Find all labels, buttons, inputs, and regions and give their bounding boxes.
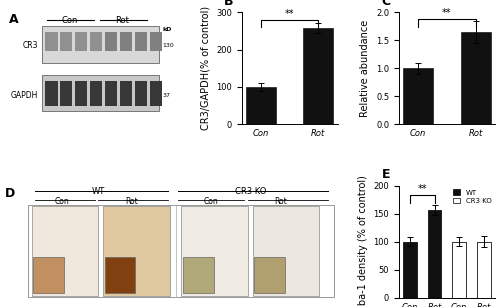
Text: A: A xyxy=(8,14,18,26)
Text: Rot: Rot xyxy=(125,197,138,206)
Bar xyxy=(182,206,248,296)
Bar xyxy=(150,32,162,52)
Bar xyxy=(246,87,276,124)
Text: 37: 37 xyxy=(162,93,170,98)
Bar xyxy=(90,32,102,52)
Y-axis label: CR3/GAPDH(% of control): CR3/GAPDH(% of control) xyxy=(200,6,210,130)
Bar xyxy=(75,32,88,52)
Bar xyxy=(28,205,334,297)
Text: CR3 KO: CR3 KO xyxy=(236,187,267,196)
Bar xyxy=(134,80,147,106)
Bar xyxy=(120,80,132,106)
Bar xyxy=(46,32,58,52)
Bar xyxy=(452,242,466,298)
Bar xyxy=(105,32,117,52)
Bar xyxy=(120,32,132,52)
Legend: WT, CR3 KO: WT, CR3 KO xyxy=(454,189,492,204)
Y-axis label: Iba-1 density (% of control): Iba-1 density (% of control) xyxy=(358,175,368,307)
Text: C: C xyxy=(382,0,390,8)
Bar xyxy=(105,80,117,106)
Bar xyxy=(105,258,136,293)
Bar xyxy=(134,32,147,52)
Bar xyxy=(42,26,159,63)
Bar xyxy=(46,80,58,106)
Bar xyxy=(32,206,98,296)
Text: E: E xyxy=(382,168,390,181)
Text: Rot: Rot xyxy=(116,16,130,25)
Text: Con: Con xyxy=(204,197,218,206)
Text: **: ** xyxy=(442,8,452,18)
Bar xyxy=(42,75,159,111)
Bar xyxy=(150,80,162,106)
Text: Con: Con xyxy=(62,16,78,25)
Text: kD: kD xyxy=(162,27,172,32)
Text: **: ** xyxy=(418,184,427,194)
Y-axis label: Relative abundance: Relative abundance xyxy=(360,20,370,117)
Text: WT: WT xyxy=(92,187,105,196)
Bar xyxy=(75,80,88,106)
Text: B: B xyxy=(224,0,234,8)
Bar xyxy=(253,206,320,296)
Bar xyxy=(60,80,72,106)
Bar xyxy=(254,258,285,293)
Bar xyxy=(428,210,442,298)
Bar xyxy=(404,242,417,298)
Text: GAPDH: GAPDH xyxy=(11,91,38,100)
Text: CR3: CR3 xyxy=(23,41,38,50)
Bar xyxy=(183,258,214,293)
Bar xyxy=(477,242,490,298)
Bar xyxy=(103,206,170,296)
Text: 130: 130 xyxy=(162,43,174,49)
Bar xyxy=(60,32,72,52)
Bar xyxy=(404,68,433,124)
Bar xyxy=(90,80,102,106)
Bar xyxy=(304,28,334,124)
Text: D: D xyxy=(5,187,15,200)
Bar xyxy=(34,258,64,293)
Text: Rot: Rot xyxy=(274,197,287,206)
Text: Con: Con xyxy=(54,197,69,206)
Text: **: ** xyxy=(285,10,294,19)
Bar xyxy=(460,32,490,124)
